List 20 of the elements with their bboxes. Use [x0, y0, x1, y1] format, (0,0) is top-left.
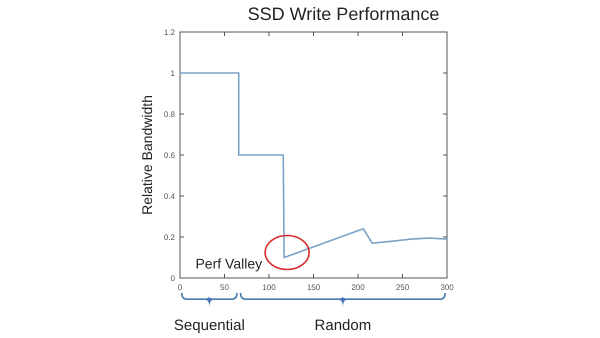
- x-tick-label: 250: [396, 283, 410, 292]
- y-tick-label: 0.6: [164, 151, 176, 160]
- y-tick-label: 1: [170, 69, 176, 78]
- line-series: [179, 72, 448, 258]
- x-tick-label: 100: [262, 283, 276, 292]
- x-tick-label: 300: [440, 283, 454, 292]
- x-tick-label: 50: [220, 283, 230, 292]
- x-tick-label: 0: [178, 283, 183, 292]
- y-tick-label: 1.2: [164, 28, 176, 37]
- y-axis-title: Relative Bandwidth: [139, 95, 155, 215]
- x-tick-label: 150: [306, 283, 321, 292]
- text: Random: [314, 317, 372, 334]
- y-tick-label: 0.4: [164, 192, 176, 201]
- x-tick-label: 200: [351, 283, 366, 292]
- y-tick-label: 0.8: [164, 110, 176, 119]
- y-tick-label: 0.2: [164, 233, 176, 242]
- annotation: Perf Valley: [195, 256, 262, 272]
- chart-title: SSD Write Performance: [248, 4, 440, 24]
- y-tick-label: 0: [170, 274, 176, 283]
- text: Sequential: [174, 317, 245, 334]
